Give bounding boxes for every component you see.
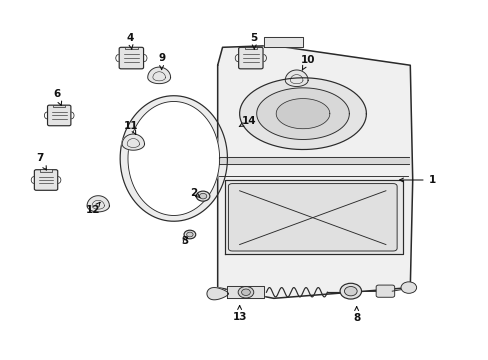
Polygon shape	[87, 196, 109, 212]
Polygon shape	[122, 134, 144, 150]
Polygon shape	[224, 180, 402, 253]
Text: 11: 11	[124, 121, 138, 134]
Circle shape	[344, 287, 356, 296]
Circle shape	[196, 191, 209, 201]
Circle shape	[238, 287, 253, 298]
FancyBboxPatch shape	[228, 184, 396, 251]
Circle shape	[241, 289, 250, 296]
Polygon shape	[206, 288, 228, 300]
Bar	[244, 47, 257, 49]
Polygon shape	[239, 78, 366, 149]
FancyBboxPatch shape	[34, 170, 58, 190]
Text: 14: 14	[239, 116, 256, 127]
Polygon shape	[276, 99, 329, 129]
Text: 7: 7	[36, 153, 46, 170]
Bar	[125, 47, 137, 49]
Polygon shape	[285, 70, 307, 86]
FancyBboxPatch shape	[119, 47, 143, 69]
Circle shape	[199, 193, 206, 199]
FancyBboxPatch shape	[375, 285, 394, 297]
Text: 2: 2	[189, 188, 200, 198]
Bar	[53, 105, 65, 107]
Text: 3: 3	[181, 236, 188, 246]
Circle shape	[400, 282, 416, 293]
Text: 6: 6	[53, 89, 61, 105]
Circle shape	[186, 232, 193, 237]
Polygon shape	[217, 45, 412, 298]
Text: 9: 9	[158, 53, 165, 69]
Circle shape	[183, 230, 195, 239]
Polygon shape	[147, 67, 170, 84]
Text: 8: 8	[352, 307, 360, 323]
Text: 13: 13	[232, 306, 246, 322]
Text: 5: 5	[250, 33, 257, 49]
Polygon shape	[128, 102, 219, 216]
Bar	[40, 169, 52, 171]
Text: 12: 12	[86, 202, 101, 216]
Polygon shape	[218, 157, 408, 164]
FancyBboxPatch shape	[238, 47, 263, 69]
Polygon shape	[256, 88, 348, 139]
FancyBboxPatch shape	[47, 105, 71, 126]
Text: 4: 4	[126, 33, 133, 49]
Polygon shape	[227, 286, 264, 298]
Polygon shape	[120, 96, 227, 221]
Circle shape	[339, 283, 361, 299]
Text: 1: 1	[399, 175, 435, 185]
Polygon shape	[264, 37, 303, 47]
Text: 10: 10	[300, 55, 314, 70]
